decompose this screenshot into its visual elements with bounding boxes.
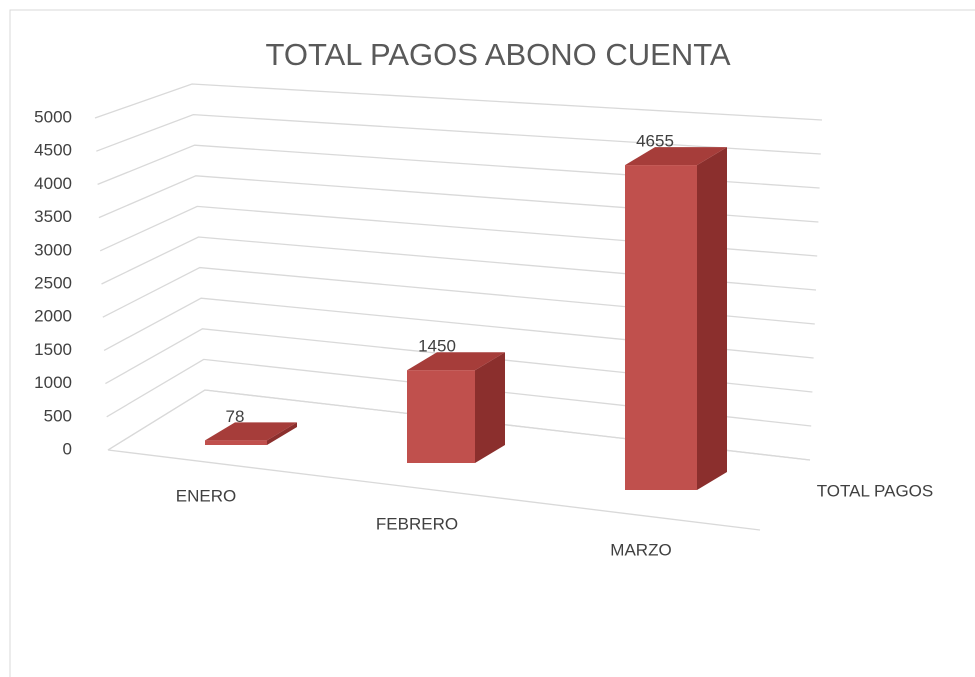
grid-line — [102, 266, 815, 325]
chart-border — [9, 9, 975, 677]
y-tick-label: 3000 — [34, 240, 72, 259]
y-tick-label: 1000 — [34, 373, 72, 392]
grid-line — [105, 328, 813, 393]
x-tick-label: FEBRERO — [376, 514, 458, 533]
y-tick-label: 2500 — [34, 273, 72, 292]
grid-line — [97, 144, 820, 189]
bar-top — [205, 422, 297, 441]
grid-line — [103, 297, 814, 359]
y-tick-label: 500 — [44, 406, 72, 425]
x-tick-label: ENERO — [176, 486, 236, 505]
grid-line — [99, 205, 818, 257]
x-tick-label: MARZO — [610, 540, 671, 559]
bar-side — [697, 147, 727, 490]
y-tick-label: 3500 — [34, 207, 72, 226]
y-tick-label: 2000 — [34, 307, 72, 326]
chart-title: TOTAL PAGOS ABONO CUENTA — [265, 37, 730, 72]
grid-line — [96, 113, 821, 155]
grid-line — [94, 83, 823, 121]
floor-edge — [107, 449, 761, 531]
grid-line — [107, 389, 811, 461]
y-tick-label: 1500 — [34, 340, 72, 359]
data-label: 1450 — [418, 337, 456, 356]
grid-line — [101, 236, 817, 291]
bar — [625, 165, 697, 490]
series-label: TOTAL PAGOS — [817, 481, 934, 500]
y-tick-label: 5000 — [34, 107, 72, 126]
y-tick-label: 4000 — [34, 174, 72, 193]
bar-side — [267, 422, 297, 445]
grid-line — [106, 358, 812, 427]
grid-line — [98, 175, 819, 223]
bar-top — [407, 352, 505, 371]
bar-side — [475, 352, 505, 463]
data-label: 78 — [226, 407, 245, 426]
bar — [407, 370, 475, 463]
data-label: 4655 — [636, 132, 674, 151]
y-tick-label: 0 — [63, 439, 72, 458]
bar — [205, 440, 267, 445]
y-tick-label: 4500 — [34, 141, 72, 160]
bar-top — [625, 147, 727, 166]
